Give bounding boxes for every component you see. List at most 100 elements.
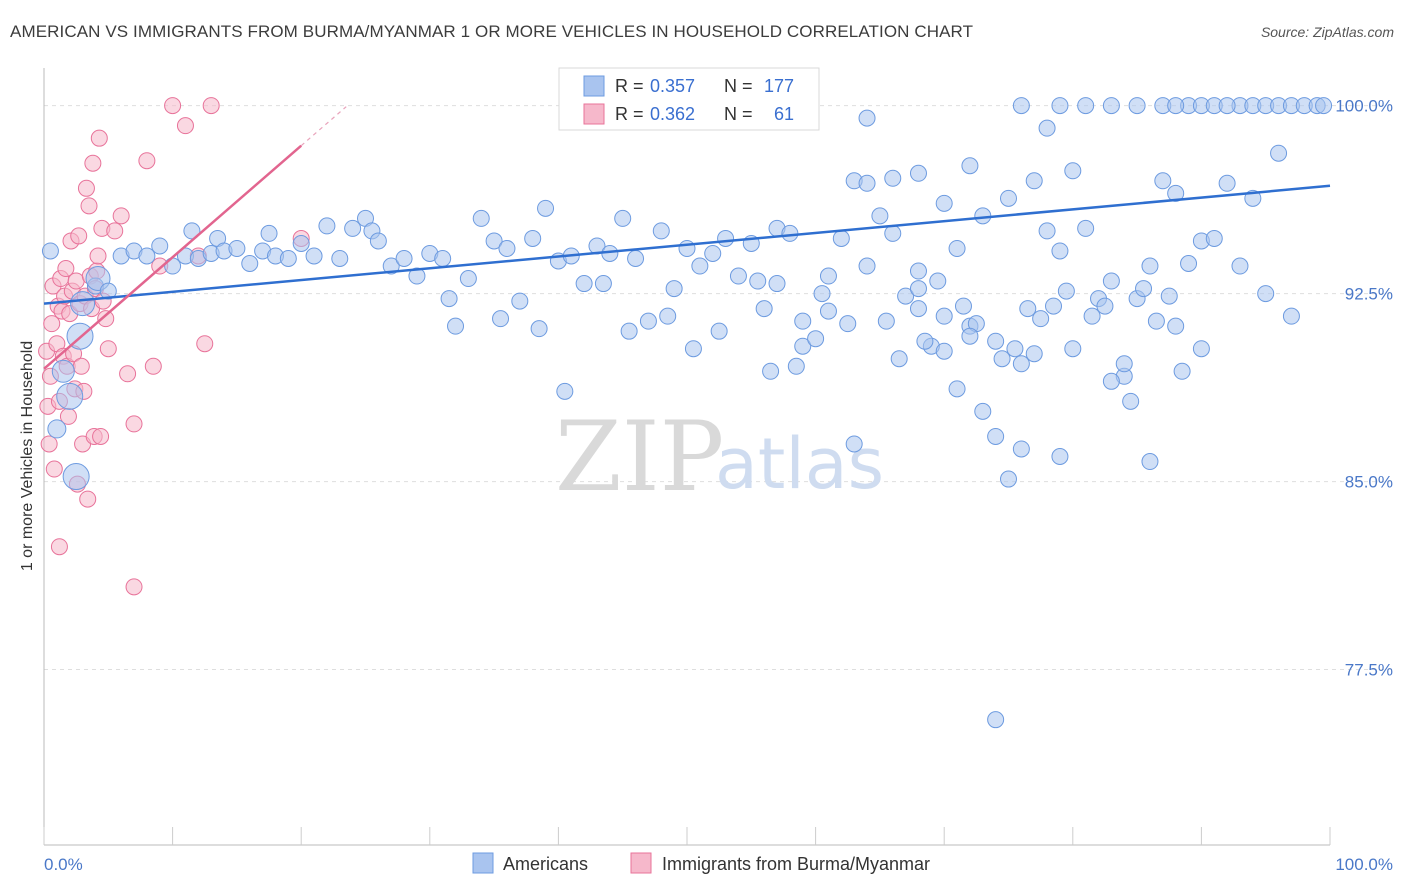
americans-point-54 [627, 249, 645, 267]
americans-point-72 [858, 174, 876, 192]
americans-point-34 [369, 232, 387, 250]
bottom-legend: Americans Immigrants from Burma/Myanmar [472, 852, 930, 874]
americans-point-183 [1025, 345, 1043, 363]
immigrants-point-53 [164, 97, 182, 115]
americans-point-176 [794, 312, 812, 330]
legend-swatch-immigrants [583, 103, 605, 125]
bottom-legend-swatch-immigrants [630, 852, 652, 874]
americans-point-134 [1122, 392, 1140, 410]
americans-point-129 [1032, 310, 1050, 328]
legend-r-label-2: R = [615, 104, 644, 124]
immigrants-point-22 [67, 272, 85, 290]
americans-point-84 [1012, 355, 1030, 373]
y-tick-labels: 100.0% 92.5% 85.0% 77.5% [1335, 97, 1393, 680]
stats-legend: R = 0.357 N = 177 R = 0.362 N = 61 [558, 67, 820, 131]
immigrants-point-51 [144, 357, 162, 375]
americans-point-131 [1057, 282, 1075, 300]
americans-point-116 [762, 362, 780, 380]
legend-r-value-1: 0.357 [650, 76, 695, 96]
y-tick-label-0: 100.0% [1335, 97, 1393, 116]
americans-point-73 [871, 207, 889, 225]
americans-point-91 [1102, 272, 1120, 290]
americans-point-174 [1038, 119, 1056, 137]
chart-source: Source: ZipAtlas.com [1260, 24, 1394, 40]
americans-point-126 [993, 350, 1011, 368]
americans-point-166 [1315, 97, 1333, 115]
legend-n-value-2: 61 [774, 104, 794, 124]
americans-point-148 [909, 300, 927, 318]
americans-point-53 [614, 209, 632, 227]
americans-point-60 [704, 244, 722, 262]
bottom-legend-immigrants: Immigrants from Burma/Myanmar [662, 854, 930, 874]
legend-n-value-1: 177 [764, 76, 794, 96]
americans-point-184 [1064, 340, 1082, 358]
immigrants-point-44 [97, 310, 115, 328]
americans-point-122 [916, 332, 934, 350]
immigrants-point-49 [125, 415, 143, 433]
americans-point-56 [652, 222, 670, 240]
americans-point-78 [935, 194, 953, 212]
americans-point-179 [909, 280, 927, 298]
americans-point-69 [819, 267, 837, 285]
y-tick-label-3: 77.5% [1345, 661, 1393, 680]
americans-point-9 [99, 282, 117, 300]
trend-line-immigrants-extension [300, 106, 347, 147]
americans-point-105 [1282, 307, 1300, 325]
americans-point-95 [1154, 172, 1172, 190]
americans-point-86 [1038, 222, 1056, 240]
americans-point-170 [884, 169, 902, 187]
americans-point-127 [1006, 340, 1024, 358]
trend-lines [43, 106, 1331, 370]
americans-point-2 [51, 359, 75, 383]
americans-point-124 [954, 297, 972, 315]
americans-point-85 [1025, 172, 1043, 190]
americans-point-64 [755, 300, 773, 318]
americans-point-138 [1173, 362, 1191, 380]
americans-point-121 [890, 350, 908, 368]
y-axis-label: 1 or more Vehicles in Household [19, 341, 36, 571]
americans-point-3 [56, 382, 84, 410]
americans-point-0 [41, 242, 59, 260]
americans-point-96 [1167, 184, 1185, 202]
x-tick-label-min: 0.0% [44, 855, 83, 874]
americans-point-112 [659, 307, 677, 325]
americans-point-181 [961, 327, 979, 345]
americans-point-133 [1096, 297, 1114, 315]
americans-point-21 [228, 239, 246, 257]
americans-point-154 [1128, 97, 1146, 115]
americans-point-45 [511, 292, 529, 310]
americans-point-1 [47, 419, 67, 439]
immigrants-point-58 [50, 538, 68, 556]
immigrants-point-48 [119, 365, 137, 383]
immigrants-point-6 [45, 460, 63, 478]
americans-point-108 [530, 320, 548, 338]
trend-line-immigrants [43, 144, 303, 370]
americans-point-44 [498, 239, 516, 257]
americans-point-61 [717, 229, 735, 247]
americans-point-94 [1141, 257, 1159, 275]
americans-point-67 [794, 337, 812, 355]
americans-point-110 [594, 275, 612, 293]
trend-line-americans [43, 184, 1331, 305]
immigrants-point-31 [79, 490, 97, 508]
americans-point-41 [459, 270, 477, 288]
americans-point-137 [1160, 287, 1178, 305]
americans-point-79 [948, 239, 966, 257]
immigrants-point-50 [138, 152, 156, 170]
americans-point-167 [1167, 97, 1185, 115]
americans-point-100 [1218, 174, 1236, 192]
bottom-legend-swatch-americans [472, 852, 494, 874]
americans-point-36 [395, 249, 413, 267]
americans-point-145 [1192, 340, 1210, 358]
immigrants-point-41 [92, 427, 110, 445]
americans-point-168 [1218, 97, 1236, 115]
americans-point-83 [1000, 470, 1017, 488]
americans-point-146 [987, 711, 1005, 729]
americans-point-106 [440, 290, 458, 308]
americans-point-43 [485, 232, 503, 250]
americans-point-169 [858, 257, 876, 275]
immigrants-point-39 [89, 247, 107, 265]
chart-title: AMERICAN VS IMMIGRANTS FROM BURMA/MYANMA… [10, 22, 974, 41]
americans-point-47 [537, 199, 555, 217]
americans-point-70 [832, 229, 850, 247]
